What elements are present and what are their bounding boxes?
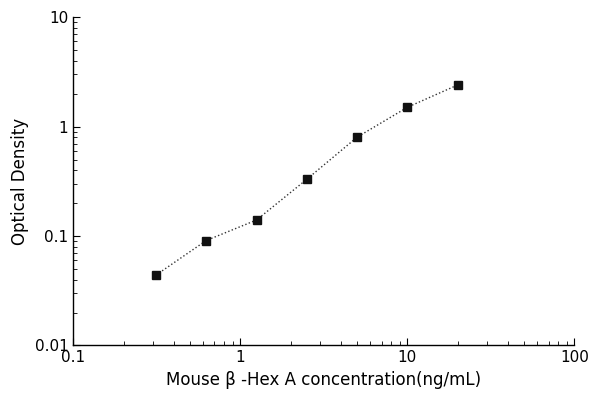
Y-axis label: Optical Density: Optical Density xyxy=(11,118,29,245)
X-axis label: Mouse β -Hex A concentration(ng/mL): Mouse β -Hex A concentration(ng/mL) xyxy=(166,371,481,389)
